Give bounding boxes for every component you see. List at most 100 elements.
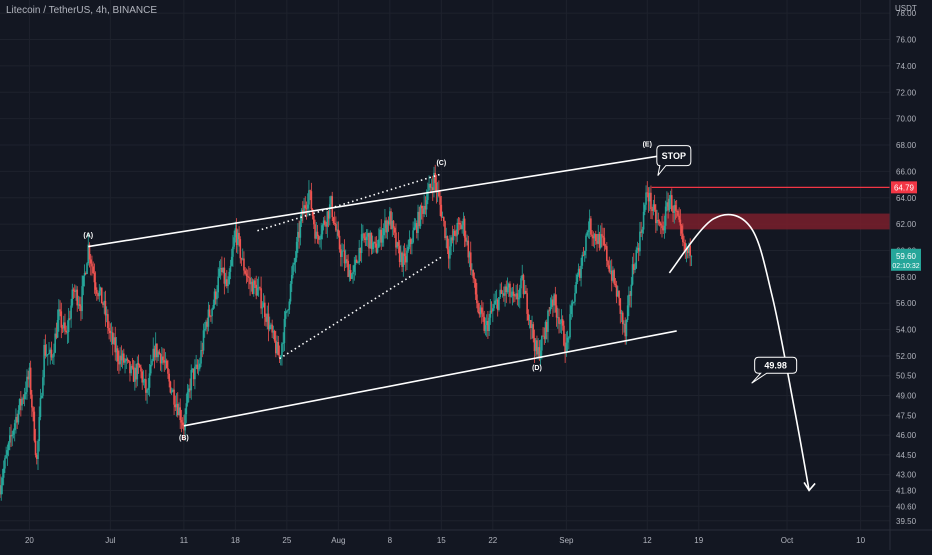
candle-body — [598, 234, 601, 248]
price-tick-label: 40.60 — [896, 502, 917, 511]
price-tick-label: 68.00 — [896, 141, 917, 150]
candle-body — [429, 183, 432, 188]
candle-body — [173, 389, 175, 405]
drawings[interactable]: (A) (B) (C) (D) (E) STOP 49.98 — [83, 142, 890, 492]
candle-body — [635, 249, 638, 269]
candle-body — [559, 323, 562, 325]
time-tick-label: 10 — [856, 536, 865, 545]
lower-trendline[interactable] — [183, 330, 677, 427]
candle-body — [268, 325, 271, 330]
candle-body — [190, 369, 193, 391]
candle-body — [376, 247, 379, 253]
candle-body — [313, 215, 315, 225]
candle-body — [552, 299, 554, 306]
current-price-badge — [891, 248, 921, 271]
candle-body — [450, 237, 452, 247]
candle-body — [648, 192, 651, 202]
candle-body — [512, 291, 515, 296]
candle-body — [393, 227, 396, 233]
candle-body — [342, 250, 345, 252]
candle-body — [83, 273, 86, 276]
candle-body — [400, 252, 402, 263]
candle-body — [200, 350, 202, 364]
candle-body — [338, 235, 341, 250]
candle-body — [511, 291, 514, 296]
candle-body — [354, 259, 357, 265]
candle-body — [484, 325, 487, 331]
price-tick-label: 72.00 — [896, 88, 917, 97]
candle-body — [663, 225, 666, 231]
candle-body — [504, 286, 506, 296]
candle-body — [630, 284, 633, 296]
dotted-trendline[interactable] — [257, 173, 442, 232]
candle-body — [527, 313, 530, 321]
candle-body — [619, 298, 622, 314]
candle-body — [153, 348, 156, 358]
candle-body — [525, 290, 527, 294]
forecast-curve[interactable] — [668, 213, 810, 491]
candle-body — [7, 442, 10, 451]
grid — [0, 0, 890, 530]
candle-body — [77, 304, 80, 306]
candle-body — [243, 258, 245, 271]
candle-body — [250, 281, 253, 285]
candle-body — [187, 388, 190, 393]
candle-body — [201, 350, 204, 351]
target-callout-label: 49.98 — [764, 361, 787, 371]
candle-body — [547, 310, 549, 332]
candle-body — [289, 283, 292, 302]
candle-body — [418, 211, 421, 227]
candle-body — [472, 269, 474, 278]
candle-body — [217, 276, 220, 293]
candle-body — [396, 242, 398, 248]
candle-body — [656, 219, 658, 224]
candle-body — [499, 289, 501, 298]
candle-body — [507, 283, 510, 288]
candle-body — [571, 302, 574, 306]
candle-body — [374, 241, 376, 244]
candle-body — [157, 351, 159, 358]
candle-body — [163, 360, 166, 363]
candle-body — [64, 322, 66, 331]
candle-body — [184, 414, 186, 431]
candle-body — [652, 204, 655, 211]
candle-body — [0, 485, 3, 495]
candle-body — [185, 403, 188, 415]
dotted-trendline[interactable] — [279, 256, 442, 360]
candle-body — [152, 348, 155, 361]
price-tick-label: 56.00 — [896, 299, 917, 308]
candle-body — [175, 403, 178, 408]
currency-label: USDT — [895, 4, 917, 13]
candle-body — [100, 287, 103, 304]
candle-body — [641, 229, 644, 233]
candle-body — [67, 318, 70, 332]
candle-body — [205, 321, 207, 329]
candle-body — [658, 221, 661, 224]
candle-body — [151, 360, 153, 365]
candle-body — [485, 320, 488, 326]
target-callout-box[interactable] — [751, 356, 798, 384]
stop-callout-box[interactable] — [656, 145, 692, 176]
candle-body — [369, 232, 372, 249]
candle-body — [515, 293, 517, 297]
stop-loss-zone — [661, 213, 890, 230]
upper-trendline[interactable] — [88, 154, 663, 248]
candle-body — [213, 291, 216, 306]
candle-body — [288, 301, 291, 310]
candle-body — [442, 217, 445, 222]
wave-label: (B) — [179, 435, 189, 442]
candle-body — [563, 325, 565, 346]
candle-body — [434, 172, 436, 183]
candle-body — [252, 280, 255, 294]
candle-body — [333, 223, 336, 224]
candle-body — [219, 267, 222, 269]
candle-body — [661, 225, 663, 229]
candle-body — [138, 365, 141, 368]
candle-body — [495, 299, 498, 301]
candle-body — [251, 281, 254, 294]
price-tick-label: 50.50 — [896, 372, 917, 381]
candle-body — [412, 230, 414, 243]
candle-body — [532, 324, 535, 339]
